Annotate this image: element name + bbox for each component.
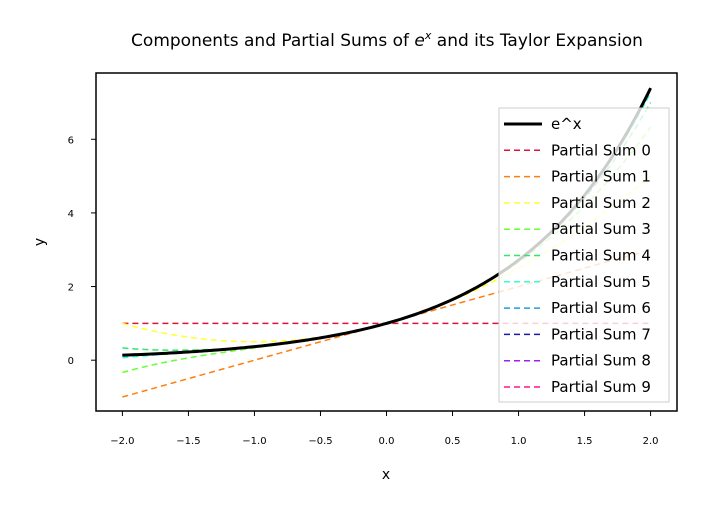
legend-label: Partial Sum 0 <box>551 141 651 159</box>
x-axis-label: x <box>382 467 390 483</box>
x-tick-label: −2.0 <box>110 436 134 447</box>
legend-label: Partial Sum 6 <box>551 299 651 317</box>
x-tick-label: −1.5 <box>176 436 200 447</box>
legend-label: Partial Sum 3 <box>551 220 651 238</box>
legend-label: e^x <box>551 115 582 133</box>
legend-label: Partial Sum 8 <box>551 352 651 370</box>
legend: e^x Partial Sum 0 Partial Sum 1 Partial Sum… <box>498 107 670 403</box>
chart-title: Components and Partial Sums of ex and it… <box>131 29 643 51</box>
legend-label: Partial Sum 5 <box>551 273 651 291</box>
legend-label: Partial Sum 9 <box>551 378 651 396</box>
x-tick-label: 1.0 <box>511 436 527 447</box>
x-tick-label: 0.5 <box>445 436 461 447</box>
x-tick-label: 2.0 <box>643 436 659 447</box>
x-tick-label: −0.5 <box>308 436 332 447</box>
legend-label: Partial Sum 2 <box>551 194 651 212</box>
y-tick-label: 2 <box>68 283 74 294</box>
x-tick-label: −1.0 <box>242 436 266 447</box>
y-tick-label: 0 <box>68 356 74 367</box>
y-axis-label: y <box>32 238 48 246</box>
legend-label: Partial Sum 7 <box>551 325 651 343</box>
x-axis: −2.0 −1.5 −1.0 −0.5 0.0 0.5 1.0 1.5 2.0 <box>110 411 659 447</box>
x-tick-label: 0.0 <box>379 436 395 447</box>
legend-label: Partial Sum 4 <box>551 247 651 265</box>
legend-label: Partial Sum 1 <box>551 168 651 186</box>
y-axis: 0 2 4 6 <box>68 135 96 367</box>
y-tick-label: 4 <box>68 209 74 220</box>
y-tick-label: 6 <box>68 135 74 146</box>
x-tick-label: 1.5 <box>577 436 593 447</box>
